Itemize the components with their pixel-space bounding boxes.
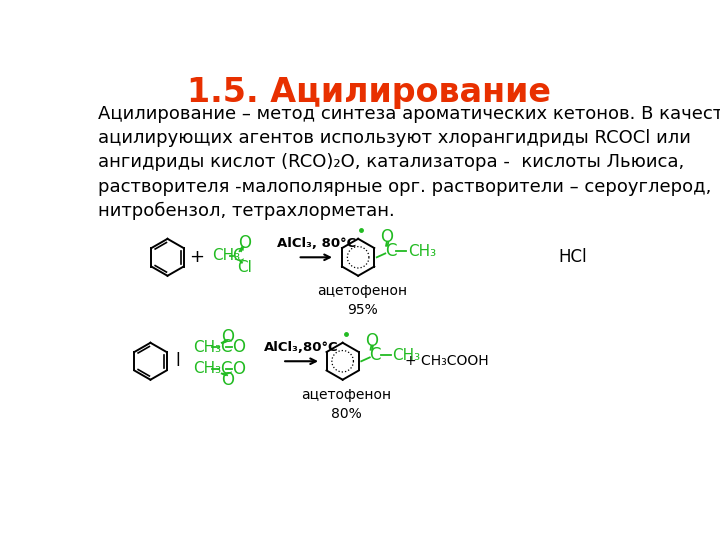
Text: CH₃: CH₃ (392, 348, 420, 362)
Text: CH₃: CH₃ (193, 340, 221, 355)
Text: O: O (365, 332, 378, 350)
Text: O: O (380, 228, 393, 246)
Text: Ацилирование – метод синтеза ароматических кетонов. В качестве
ацилирующих агент: Ацилирование – метод синтеза ароматическ… (98, 105, 720, 220)
Text: O: O (220, 328, 234, 346)
Text: ацетофенон
80%: ацетофенон 80% (302, 388, 392, 421)
Text: C: C (220, 360, 232, 378)
Text: C: C (385, 242, 397, 260)
Text: CH₃: CH₃ (193, 361, 221, 376)
Text: 1.5. Ацилирование: 1.5. Ацилирование (187, 76, 551, 109)
Text: ацетофенон
95%: ацетофенон 95% (317, 284, 407, 316)
Text: O: O (233, 339, 246, 356)
Text: Cl: Cl (237, 260, 252, 275)
Text: O: O (233, 360, 246, 378)
Text: CH₃: CH₃ (408, 244, 436, 259)
Text: AlCl₃, 80°C: AlCl₃, 80°C (276, 237, 356, 249)
Text: +: + (189, 248, 204, 266)
Text: C: C (233, 247, 244, 265)
Text: CH₃: CH₃ (212, 248, 240, 264)
Text: HCl: HCl (559, 248, 588, 266)
Text: O: O (220, 371, 234, 389)
Text: C: C (369, 346, 381, 364)
Text: AlCl₃,80°C: AlCl₃,80°C (264, 341, 339, 354)
Text: C: C (220, 339, 232, 356)
Text: l: l (175, 352, 180, 370)
Text: O: O (238, 234, 251, 252)
Text: + CH₃COOH: + CH₃COOH (405, 354, 488, 368)
